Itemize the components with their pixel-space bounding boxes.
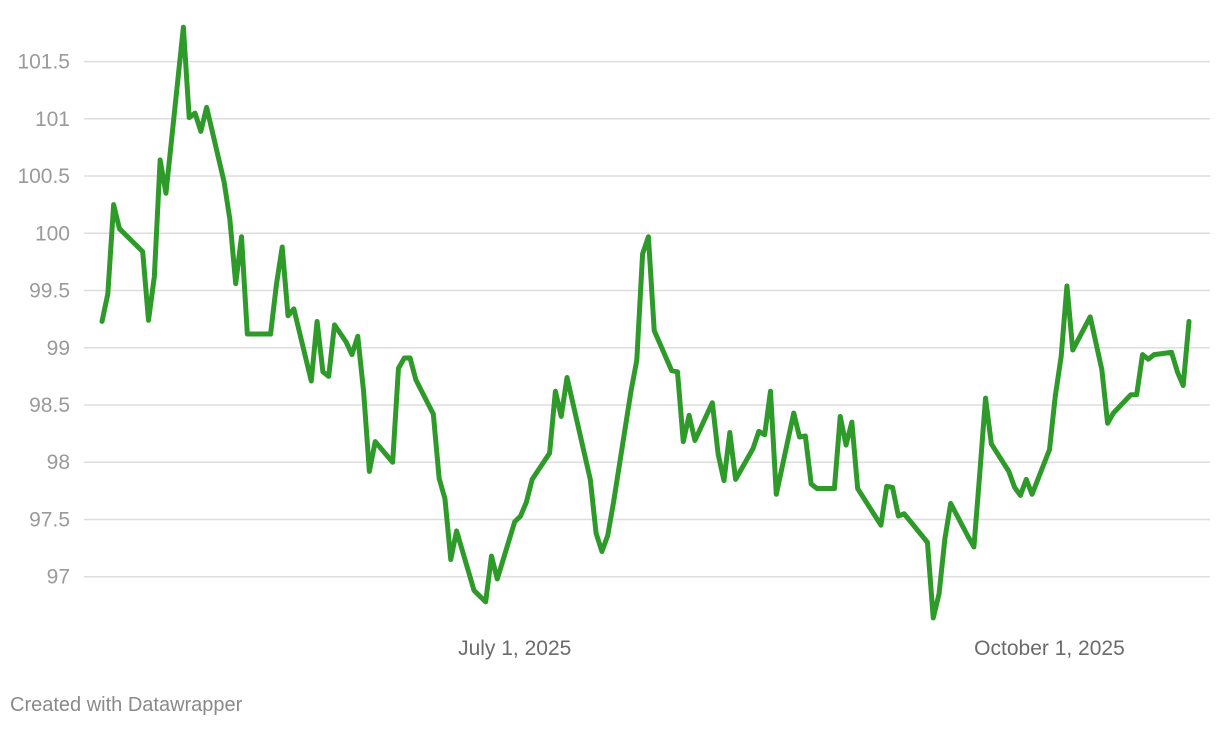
y-axis-tick-labels: 97 97.5 98 98.5 99 99.5 100 100.5 101 101.5	[17, 51, 70, 589]
datawrapper-credit: Created with Datawrapper	[10, 694, 243, 716]
gridlines	[84, 60, 1210, 578]
y-tick-label: 97.5	[29, 508, 70, 531]
series-layer	[99, 24, 1192, 621]
y-tick-label: 101	[35, 108, 70, 131]
x-axis-tick-labels: July 1, 2025 October 1, 2025	[458, 637, 1125, 660]
x-tick-label: October 1, 2025	[974, 637, 1125, 660]
y-tick-label: 101.5	[17, 51, 70, 74]
y-tick-label: 100	[35, 222, 70, 245]
y-tick-label: 99.5	[29, 280, 70, 303]
y-tick-label: 98	[47, 451, 70, 474]
y-tick-label: 100.5	[17, 165, 70, 188]
y-tick-label: 99	[47, 337, 70, 360]
x-tick-label: July 1, 2025	[458, 637, 571, 660]
y-tick-label: 98.5	[29, 394, 70, 417]
line-chart: 97 97.5 98 98.5 99 99.5 100 100.5 101 101.5 July …	[17, 24, 1210, 660]
series-line-0	[99, 24, 1192, 621]
y-tick-label: 97	[47, 566, 70, 589]
